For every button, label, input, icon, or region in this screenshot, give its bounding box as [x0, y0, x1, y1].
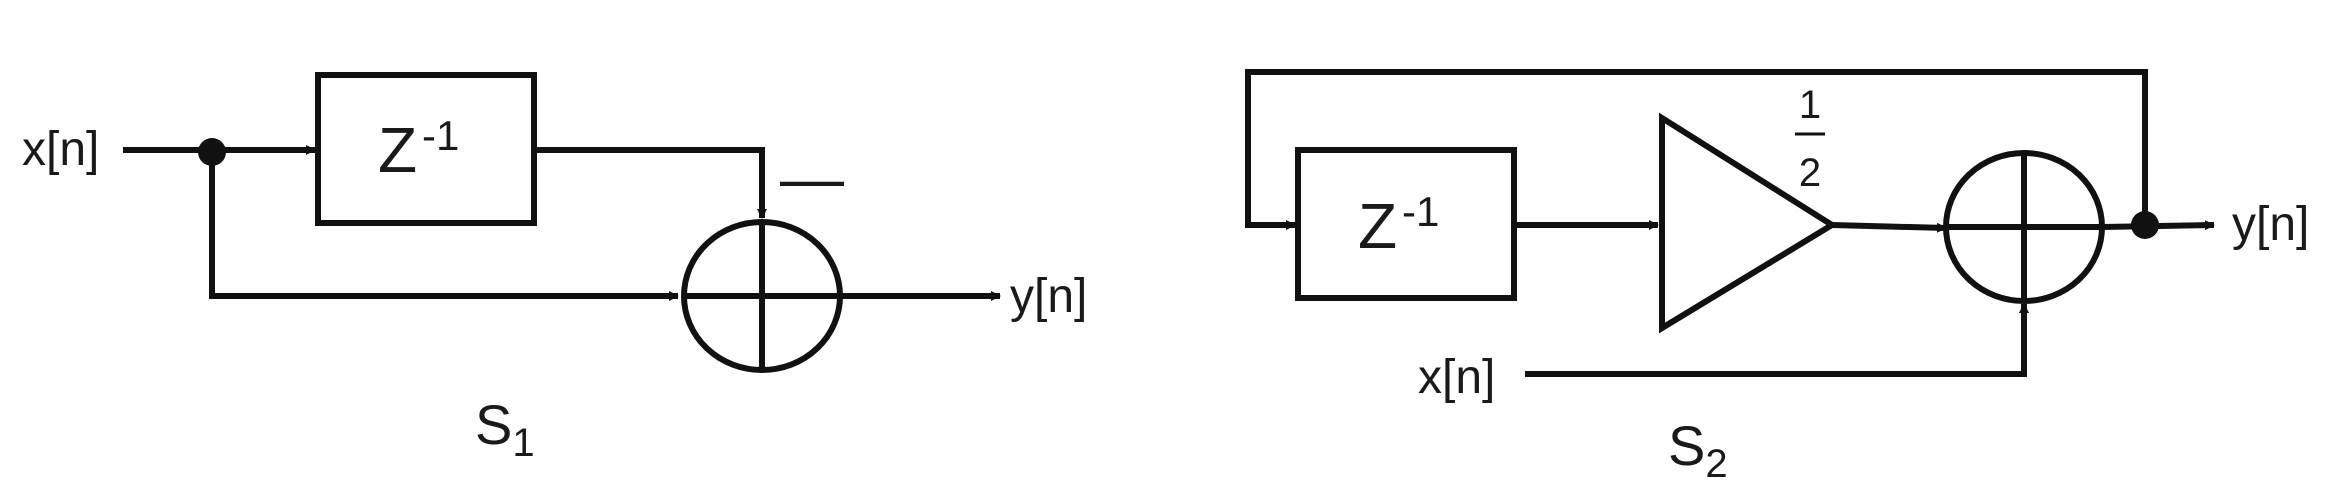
s2-delay-base: Z [1358, 190, 1397, 262]
s2-gain-denominator: 2 [1799, 151, 1821, 195]
s2-input-wire [1525, 303, 2029, 377]
system-s2: Z -1 1 2 y[n] x[n] S2 [1245, 69, 2309, 486]
s2-gain-numerator: 1 [1799, 83, 1821, 127]
system-s1: x[n] Z -1 — y[n] S1 [22, 72, 1087, 465]
s2-gain-triangle [1659, 112, 1838, 334]
s1-feedforward-wire [209, 152, 679, 301]
s2-delay-exponent: -1 [1402, 188, 1439, 235]
s1-system-subscript: 1 [512, 421, 534, 465]
s1-delay-block [315, 72, 537, 226]
s1-minus-sign: — [780, 142, 844, 214]
s2-feedback-wire [1245, 69, 2148, 230]
s2-gain-to-sum-wire [1831, 222, 1947, 233]
s2-output-label: y[n] [2232, 198, 2309, 251]
s1-delay-output-wire [534, 147, 767, 219]
s2-input-label: x[n] [1418, 351, 1495, 404]
s1-input-label: x[n] [22, 123, 99, 176]
s1-output-label: y[n] [1010, 270, 1087, 323]
s2-delay-block [1295, 147, 1517, 301]
s1-system-name: S1 [475, 393, 535, 465]
s2-system-subscript: 2 [1705, 442, 1727, 486]
s1-delay-exponent: -1 [422, 112, 459, 159]
s2-system-name: S2 [1668, 414, 1728, 486]
s2-branch-node [2131, 211, 2159, 239]
s1-delay-base: Z [378, 114, 417, 186]
